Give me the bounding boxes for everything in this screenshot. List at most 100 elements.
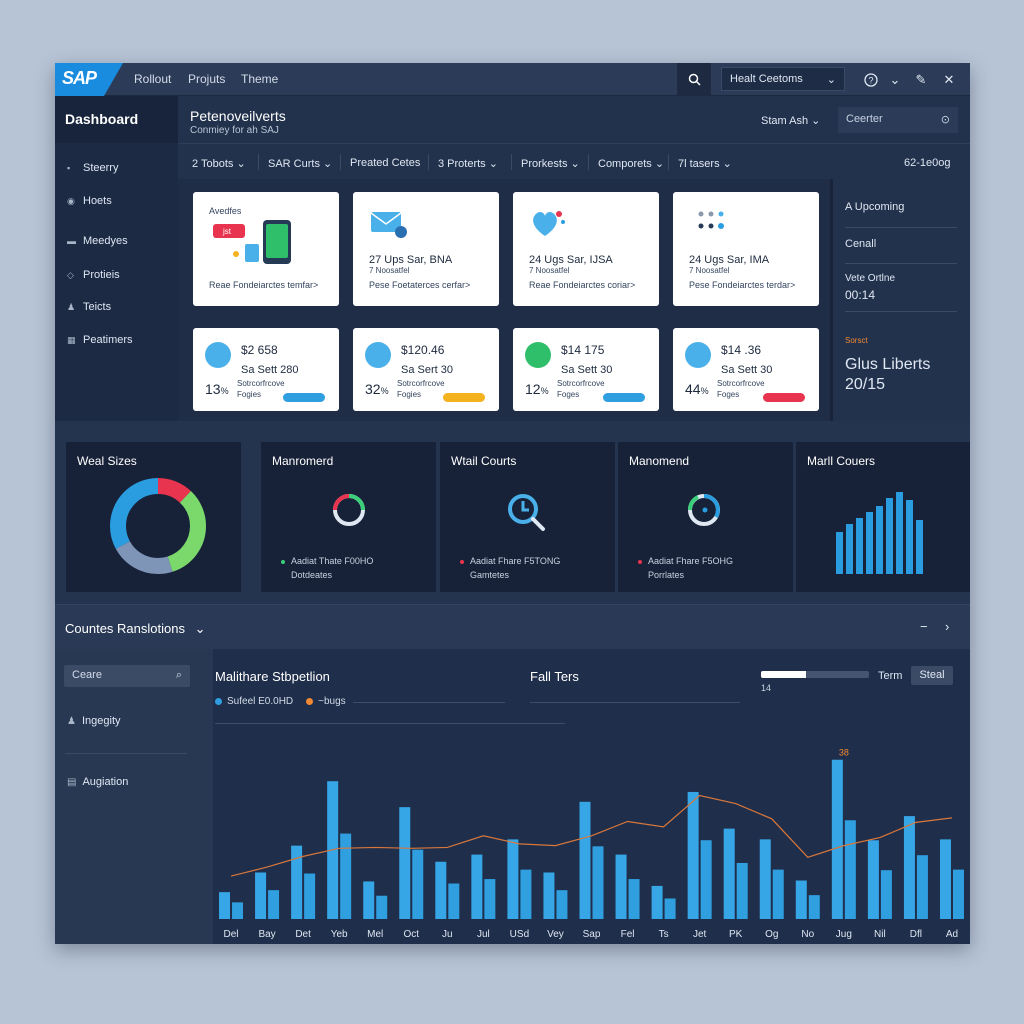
stat-desc: Foges (717, 390, 740, 399)
legend-swatch (306, 698, 314, 705)
info-card[interactable]: 24 Ugs Sar, IJSA 7 Noosatfel Reae Fondei… (513, 192, 659, 306)
divider (65, 753, 187, 754)
x-tick-label: Bay (258, 929, 275, 940)
tile-bullet: Gamtetes (470, 570, 510, 580)
filter-preated-cetes[interactable]: Preated Cetes (350, 157, 421, 169)
card-title: 24 Ugs Sar, IMA (689, 254, 770, 266)
steal-button[interactable]: Steal (911, 666, 953, 685)
stat-card[interactable]: $14 .36 Sa Sett 30 44% Sotrcorfrcove Fog… (673, 328, 819, 411)
section-title[interactable]: Countes Ranslotions ⌄ (65, 621, 206, 636)
stat-card[interactable]: $120.46 Sa Sert 30 32% Sotrcorfrcove Fog… (353, 328, 499, 411)
info-card[interactable]: Avedfes jst Reae Fondeiarctes temfar> (193, 192, 339, 306)
stat-card[interactable]: $14 175 Sa Sett 30 12% Sotrcorfrcove Fog… (513, 328, 659, 411)
sidebar-item-hoets[interactable]: ◉ Hoets (67, 195, 112, 207)
bar-mel-b (376, 895, 388, 919)
info-card[interactable]: 27 Ups Sar, BNA 7 Noosatfel Pese Foetate… (353, 192, 499, 306)
system-select[interactable]: Healt Ceetoms ⌄ (721, 67, 845, 91)
sidebar-item-steerry[interactable]: ▪ Steerry (67, 162, 119, 174)
dots-icon (698, 211, 724, 229)
date-range[interactable]: 62-1e0og (904, 157, 951, 169)
stat-desc: Sotrcorfrcove (717, 379, 765, 388)
person-icon: ♟ (67, 301, 76, 312)
stat-desc: Fogies (397, 390, 422, 399)
bottom-search-input[interactable]: Ceare ⌕ (64, 665, 190, 687)
nav-projects[interactable]: Projuts (188, 72, 226, 86)
filter-tobots[interactable]: 2 Tobots ⌄ (192, 158, 246, 170)
card-badge: jst (223, 227, 231, 236)
divider (428, 154, 429, 170)
bar-nil-b (880, 870, 892, 919)
sidebar-item-teicts[interactable]: ♟ Teicts (67, 301, 112, 313)
help-icon[interactable]: ? (859, 63, 883, 96)
bar-ts (651, 885, 663, 919)
grid-icon: ▦ (67, 334, 76, 345)
filter-sar-curts[interactable]: SAR Curts ⌄ (268, 158, 333, 170)
bottom-item-augiation[interactable]: ▤ Augiation (67, 776, 129, 788)
search-button[interactable] (677, 63, 711, 96)
upcoming-time: 00:14 (845, 288, 876, 302)
tile-marll-couers[interactable]: Marll Couers (796, 442, 970, 592)
settings-icon[interactable]: ✎ (915, 71, 927, 87)
card-sub: 7 Noosatfel (529, 266, 570, 275)
filter-comporets[interactable]: Comporets ⌄ (598, 158, 665, 170)
chart-legend: Sufeel E0.0HD ~bugs (215, 696, 346, 707)
card-title: 24 Ugs Sar, IJSA (529, 254, 613, 266)
x-tick-label: Del (224, 929, 239, 940)
start-dropdown[interactable]: Stam Ash ⌄ (761, 115, 821, 127)
info-card[interactable]: 24 Ugs Sar, IMA 7 Noosatfel Pese Fondeia… (673, 192, 819, 306)
stat-amount: $14 175 (561, 343, 605, 357)
tile-wtail-courts[interactable]: Wtail Courts Aadiat Fhare F5TONG Gamtete… (440, 442, 615, 592)
bar-yeb-b (340, 833, 352, 919)
stat-percent: 44% (685, 381, 709, 397)
bottom-item-ingegity[interactable]: ♟ Ingegity (67, 715, 121, 727)
chart-title-secondary: Fall Ters (530, 669, 579, 684)
person-icon: ♟ (67, 715, 76, 727)
sidebar-item-peatimers[interactable]: ▦ Peatimers (67, 334, 133, 346)
sidebar-item-meedyes[interactable]: ▬ Meedyes (67, 235, 128, 247)
bar-chart: Del Bay Det Yeb Mel Oct Ju Jul USd Vey Sap Fel Ts Jet… (219, 748, 964, 940)
header-search-input[interactable]: Ceerter ⊙ (838, 107, 958, 133)
chevron-down-icon[interactable]: ⌄ (889, 71, 901, 87)
search-icon: ⊙ (940, 114, 950, 126)
card-title: 27 Ups Sar, BNA (369, 254, 453, 266)
x-tick-label: Mel (367, 929, 383, 940)
collapse-icon[interactable]: − (920, 619, 928, 634)
sap-logo[interactable]: SAP (55, 63, 123, 96)
donut-segment-2 (110, 478, 206, 574)
divider (845, 263, 957, 264)
bar-pk (723, 828, 735, 919)
legend-label: ~bugs (318, 696, 346, 707)
tile-manromerd[interactable]: Manromerd Aadiat Thate F00HO Dotdeates (261, 442, 436, 592)
svg-text:?: ? (869, 75, 874, 85)
legend-swatch (215, 698, 222, 705)
divider (845, 227, 957, 228)
search-icon (525, 342, 551, 368)
chevron-right-icon[interactable]: › (945, 619, 950, 634)
sidebar-title[interactable]: Dashboard (55, 96, 178, 143)
x-tick-label: Vey (547, 929, 564, 940)
sidebar-item-protieis[interactable]: ◇ Protieis (67, 269, 120, 281)
card-meta: Reae Fondeiarctes coriar> (529, 280, 636, 290)
tag-icon: ◇ (67, 269, 74, 280)
nav-rollout[interactable]: Rollout (134, 72, 172, 86)
sidebar: Dashboard ▪ Steerry ◉ Hoets ▬ Meedyes ◇ Prot… (55, 96, 178, 421)
bar-no-b (808, 895, 820, 919)
bar-bay (255, 872, 267, 919)
tile-weal-sizes[interactable]: Weal Sizes (66, 442, 241, 592)
filter-tasers[interactable]: 7l tasers ⌄ (678, 158, 732, 170)
upcoming-title[interactable]: A Upcoming (845, 201, 905, 213)
tile-manomend[interactable]: Manomend Aadiat Fhare F5OHG Porrlates (618, 442, 793, 592)
filter-proterts[interactable]: 3 Proterts ⌄ (438, 158, 498, 170)
filter-prorkests[interactable]: Prorkests ⌄ (521, 158, 580, 170)
tile-bullet: Porrlates (648, 570, 685, 580)
divider (845, 311, 957, 312)
stat-card[interactable]: $2 658 Sa Sett 280 13% Sotrcorfrcove Fog… (193, 328, 339, 411)
x-tick-label: Og (765, 929, 778, 940)
bar-oct (399, 807, 411, 919)
upcoming-item[interactable]: Cenall (845, 238, 877, 250)
nav-theme[interactable]: Theme (241, 72, 279, 86)
divider (258, 154, 259, 170)
status-pill (443, 393, 485, 402)
chart-title: Malithare Stbpetlion (215, 669, 330, 684)
close-icon[interactable]: ✕ (943, 71, 955, 87)
